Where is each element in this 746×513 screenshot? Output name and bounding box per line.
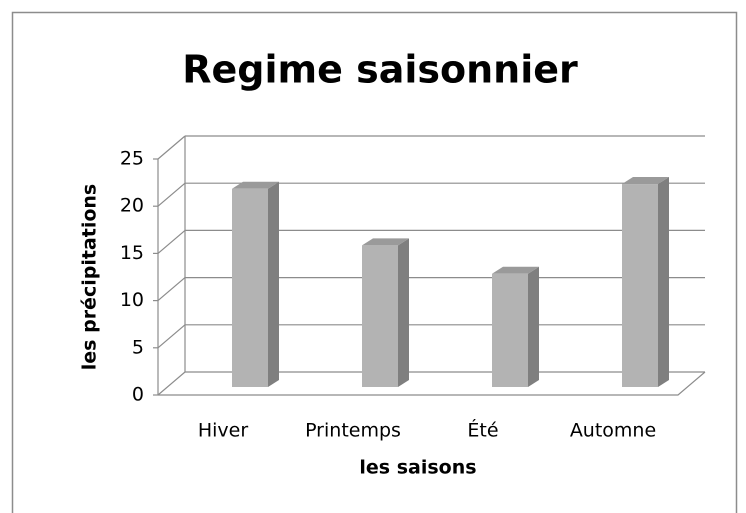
bar-top: [232, 181, 279, 189]
x-tick-label: Printemps: [305, 420, 401, 442]
grid-line: [157, 182, 186, 207]
bar: [232, 188, 268, 387]
grid-line: [157, 324, 186, 349]
bar-top: [362, 238, 409, 246]
grid-line: [157, 277, 186, 302]
y-axis-label: les précipitations: [79, 184, 101, 370]
y-tick-label: 0: [132, 384, 144, 406]
floor: [158, 371, 706, 396]
bar-side: [528, 266, 539, 387]
grid-line: [157, 371, 186, 396]
bar: [492, 273, 528, 387]
bar-side: [398, 238, 409, 387]
x-tick-label: Automne: [570, 420, 656, 442]
bar-side: [658, 177, 669, 387]
bar-side: [268, 181, 279, 387]
chart-title: Regime saisonnier: [182, 48, 578, 92]
y-tick-label: 15: [120, 242, 144, 264]
x-tick-label: Hiver: [198, 420, 248, 442]
y-tick-label: 20: [120, 195, 144, 217]
bar: [362, 245, 398, 387]
bar-top: [492, 266, 539, 274]
bar: [622, 184, 658, 387]
grid-line: [157, 135, 186, 160]
x-tick-label: Été: [467, 419, 498, 442]
y-tick-label: 25: [120, 148, 144, 170]
x-axis-label: les saisons: [359, 457, 476, 479]
y-tick-label: 5: [132, 336, 144, 358]
bar-top: [622, 177, 669, 185]
chart-frame: [11, 11, 738, 513]
grid-line: [157, 229, 186, 254]
y-tick-label: 10: [120, 289, 144, 311]
